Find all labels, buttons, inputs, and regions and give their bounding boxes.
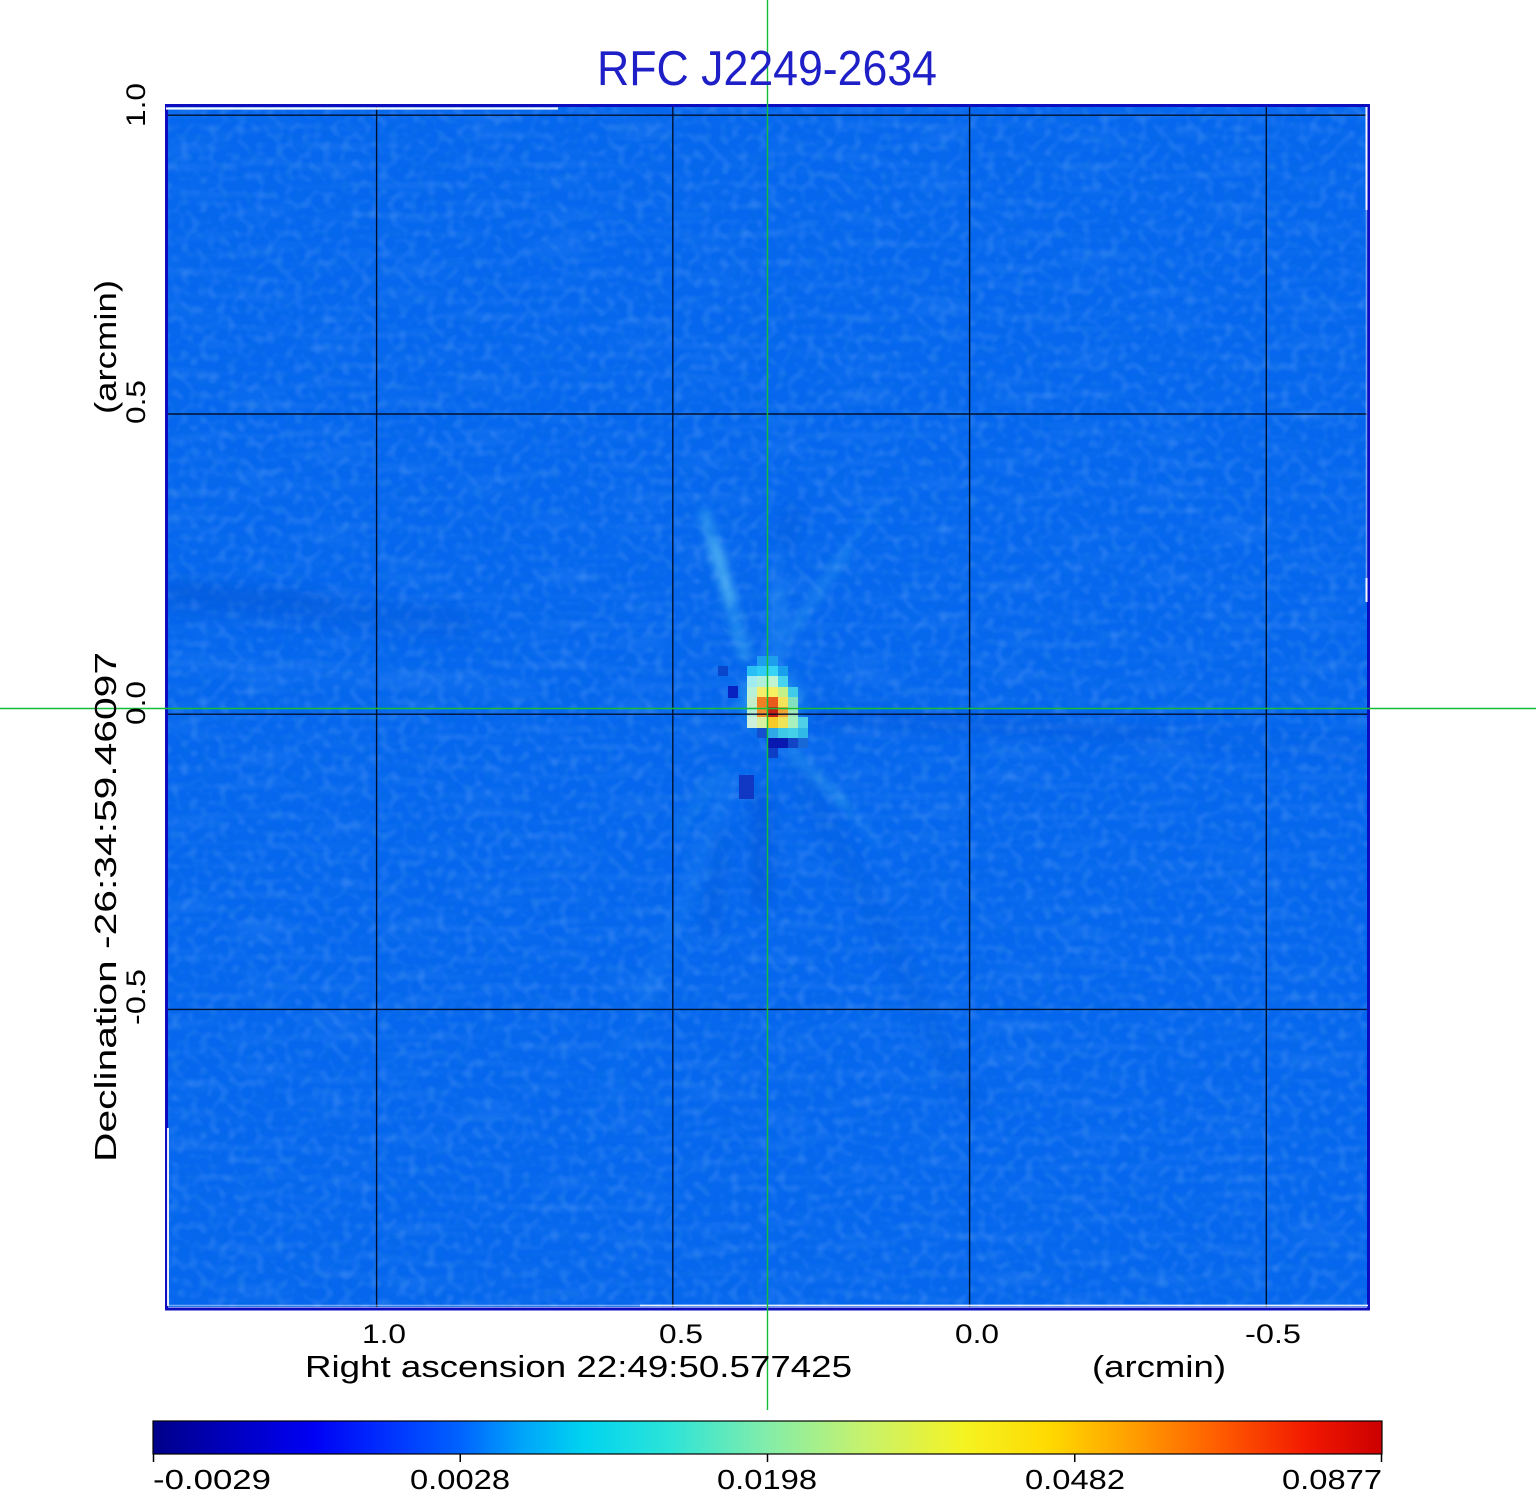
svg-text:0.5: 0.5 bbox=[121, 380, 151, 424]
svg-text:0.0: 0.0 bbox=[121, 681, 151, 725]
svg-text:Right ascension 22:49:50.5774: Right ascension 22:49:50.577425 bbox=[305, 1349, 852, 1384]
svg-text:Declination -26:34:59.46097: Declination -26:34:59.46097 bbox=[88, 652, 123, 1162]
svg-text:-0.5: -0.5 bbox=[1245, 1319, 1301, 1349]
svg-text:(arcmin): (arcmin) bbox=[1092, 1349, 1226, 1384]
svg-text:0.0877: 0.0877 bbox=[1282, 1464, 1382, 1495]
svg-text:0.0198: 0.0198 bbox=[717, 1464, 817, 1495]
svg-text:-0.5: -0.5 bbox=[121, 969, 151, 1025]
svg-text:RFC J2249-2634: RFC J2249-2634 bbox=[597, 42, 937, 96]
svg-text:0.0: 0.0 bbox=[955, 1319, 999, 1349]
svg-text:0.5: 0.5 bbox=[659, 1319, 703, 1349]
svg-text:(arcmin): (arcmin) bbox=[88, 280, 123, 414]
svg-text:0.0028: 0.0028 bbox=[410, 1464, 510, 1495]
svg-text:-0.0029: -0.0029 bbox=[153, 1464, 271, 1495]
svg-text:1.0: 1.0 bbox=[121, 83, 151, 127]
svg-text:0.0482: 0.0482 bbox=[1025, 1464, 1125, 1495]
svg-text:1.0: 1.0 bbox=[362, 1319, 406, 1349]
